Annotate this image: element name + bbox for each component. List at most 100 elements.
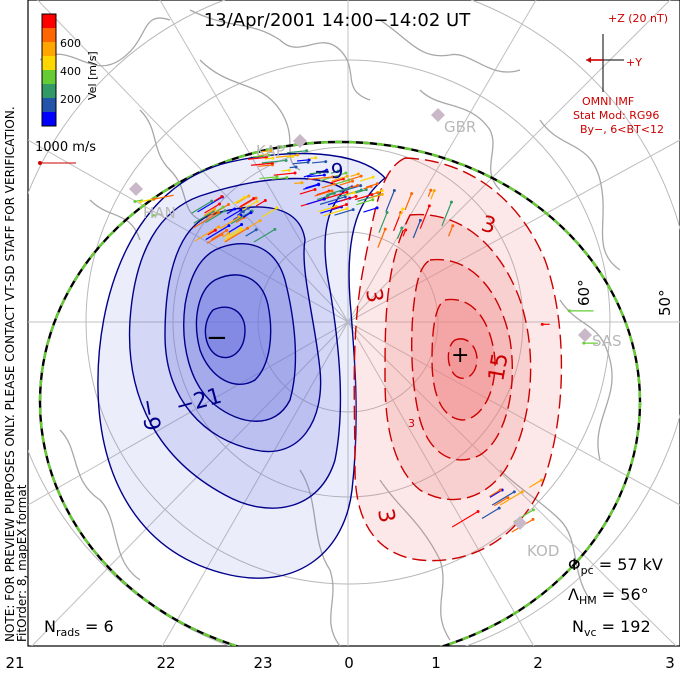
- velocity-vector: [378, 212, 388, 233]
- velocity-vector-origin: [385, 211, 389, 215]
- colorbar-tick-200: 200: [60, 93, 81, 106]
- velocity-vector: [224, 227, 248, 243]
- velocity-vector-origin: [152, 197, 156, 201]
- colorbar-swatch: [42, 70, 56, 85]
- velocity-vector-origin: [322, 173, 326, 177]
- velocity-vector-origin: [313, 187, 317, 191]
- colorbar-swatch: [42, 14, 56, 29]
- velocity-vector-origin: [370, 193, 374, 197]
- velocity-vector: [197, 196, 223, 213]
- velocity-vector: [228, 224, 242, 233]
- velocity-vector: [253, 228, 276, 243]
- velocity-vector-origin: [291, 154, 295, 158]
- colorbar-swatch: [42, 42, 56, 57]
- negative-contour-6: [204, 306, 246, 359]
- velocity-vector-origin: [376, 191, 380, 195]
- velocity-vector: [140, 198, 153, 203]
- velocity-vector: [317, 195, 329, 201]
- mlt-tick-22: 22: [156, 654, 175, 672]
- velocity-vector: [205, 225, 230, 241]
- velocity-vector: [412, 220, 421, 239]
- velocity-vector-origin: [324, 160, 328, 164]
- velocity-vector-origin: [345, 174, 349, 178]
- velocity-vector: [219, 216, 240, 230]
- velocity-vector: [292, 161, 309, 165]
- velocity-vector-origin: [241, 210, 245, 214]
- velocity-vector: [318, 205, 337, 213]
- velocity-vector: [340, 195, 357, 202]
- velocity-vector-origin: [540, 322, 544, 326]
- velocity-vector-origin: [307, 158, 311, 162]
- velocity-colorbar: 600 400 200 Vel [m/s]: [41, 13, 99, 127]
- contour-label-neg-9b: −9: [314, 159, 343, 183]
- velocity-vector-origin: [582, 341, 586, 345]
- velocity-vector-origin: [249, 211, 253, 215]
- colorbar-frame: [41, 13, 57, 127]
- velocity-vector-origin: [294, 165, 298, 169]
- scale-vector-label: 1000 m/s: [35, 140, 96, 155]
- velocity-vector-origin: [418, 218, 422, 222]
- velocity-vector-origin: [359, 184, 363, 188]
- velocity-vector-origin: [343, 195, 347, 199]
- velocity-vector: [447, 225, 454, 237]
- velocity-vector: [258, 164, 273, 167]
- coords-label: MLT coordinates: [7, 13, 21, 110]
- velocity-vector: [239, 197, 254, 208]
- velocity-vector-origin: [347, 178, 351, 182]
- velocity-vector: [314, 190, 333, 197]
- velocity-vector-origin: [371, 175, 375, 179]
- velocity-vector: [360, 176, 374, 182]
- colorbar-tick-600: 600: [60, 37, 81, 50]
- velocity-vector: [236, 195, 250, 204]
- preview-disclaimer: NOTE: FOR PREVIEW PURPOSES ONLY. PLEASE …: [3, 106, 17, 642]
- velocity-vector: [396, 227, 403, 239]
- velocity-vector-origin: [267, 153, 271, 157]
- velocity-vector-origin: [380, 192, 384, 196]
- velocity-vector-origin: [429, 188, 433, 192]
- velocity-vector-origin: [296, 153, 300, 157]
- velocity-vector-origin: [217, 225, 221, 229]
- colorbar-label: Vel [m/s]: [86, 51, 99, 100]
- velocity-vector-origin: [364, 188, 368, 192]
- velocity-vector-origin: [254, 196, 258, 200]
- velocity-vector-origin: [539, 478, 543, 482]
- velocity-vector: [441, 201, 453, 227]
- velocity-vector-origin: [233, 207, 237, 211]
- colorbar-swatch: [42, 56, 56, 71]
- velocity-vector: [210, 229, 228, 241]
- velocity-vector: [299, 188, 316, 195]
- velocity-vector-origin: [371, 198, 375, 202]
- velocity-vector-origin: [221, 205, 225, 209]
- velocity-vector-origin: [284, 158, 288, 162]
- imf-dial: +Z (20 nT) +Y OMNI IMF Stat Mod: RG96 By…: [573, 12, 668, 136]
- velocity-vector: [306, 174, 325, 178]
- velocity-vector-origin: [392, 189, 396, 193]
- velocity-vector-origin: [352, 191, 356, 195]
- mlt-axis: 21 22 23 0 1 2 3: [5, 654, 674, 672]
- velocity-vector: [309, 172, 320, 175]
- velocity-vector-origin: [240, 223, 244, 227]
- velocity-vector-origin: [220, 194, 224, 198]
- velocity-vector: [191, 200, 213, 214]
- velocity-vector: [489, 489, 501, 498]
- velocity-vector: [377, 228, 386, 248]
- contour-label-pos-3b: 3: [360, 287, 387, 305]
- velocity-vector-origin: [273, 227, 277, 231]
- velocity-vector: [319, 196, 346, 205]
- station-marker-gbr: [431, 108, 445, 122]
- velocity-vector: [223, 229, 243, 242]
- velocity-vector: [404, 193, 413, 211]
- velocity-vector-origin: [356, 172, 360, 176]
- velocity-vector-origin: [213, 228, 217, 232]
- velocity-vector-origin: [351, 208, 355, 212]
- contour-label-pos-3d: 3: [408, 417, 415, 430]
- velocity-vector-origin: [223, 209, 227, 213]
- velocity-vector: [323, 208, 348, 217]
- velocity-vector-origin: [314, 156, 318, 160]
- velocity-vector-origin: [254, 228, 258, 232]
- velocity-vector: [271, 177, 287, 180]
- contour-label-pos-15: 15: [484, 351, 513, 383]
- potential-minimum-marker: −: [206, 323, 228, 353]
- velocity-vector-origin: [325, 170, 329, 174]
